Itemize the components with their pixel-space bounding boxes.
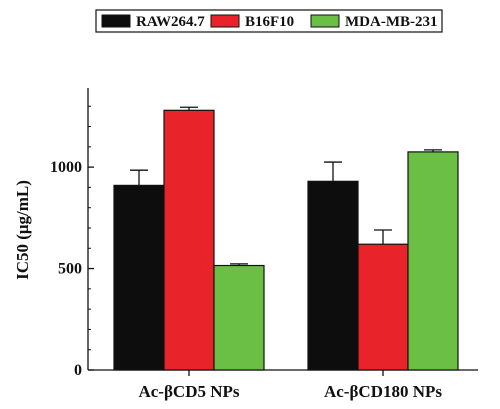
bar <box>307 180 359 371</box>
plot-area: 0 500 1000 Ac-βCD5 NPs Ac-βCD180 NPs <box>50 88 478 401</box>
bar <box>407 151 459 371</box>
legend-label: RAW264.7 <box>136 14 205 30</box>
legend-swatch <box>101 14 131 28</box>
y-axis-label: IC50 (μg/mL) <box>13 180 32 280</box>
legend-swatch <box>310 14 340 28</box>
y-tick-label: 0 <box>74 362 82 379</box>
bar <box>163 109 215 371</box>
y-tick-label: 500 <box>58 261 82 278</box>
x-tick-label: Ac-βCD5 NPs <box>138 382 239 401</box>
legend-label: MDA-MB-231 <box>345 14 437 30</box>
legend: RAW264.7 B16F10 MDA-MB-231 <box>95 9 443 33</box>
legend-box <box>95 9 443 33</box>
y-tick-label: 1000 <box>50 159 82 176</box>
legend-label: B16F10 <box>245 14 294 30</box>
bar <box>113 184 165 371</box>
bar <box>213 264 265 371</box>
x-tick-label: Ac-βCD180 NPs <box>324 382 442 401</box>
legend-swatch <box>210 14 240 28</box>
bar <box>357 243 409 371</box>
